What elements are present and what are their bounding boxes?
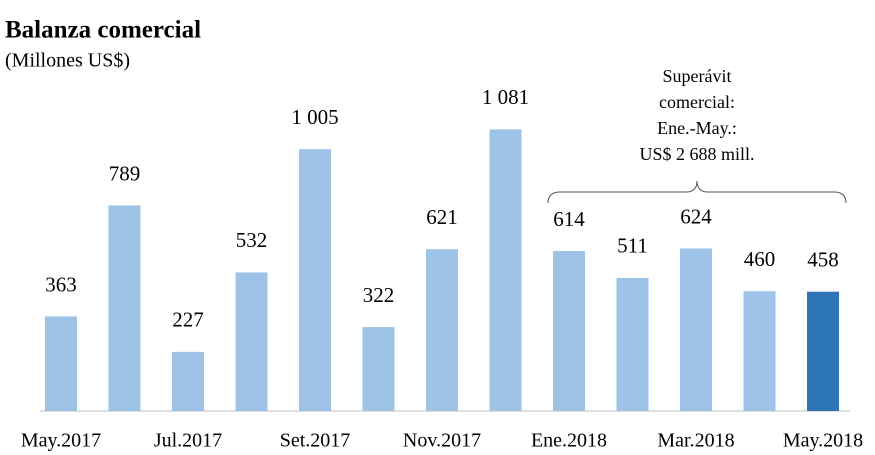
chart-title: Balanza comercial <box>5 17 201 44</box>
value-label: 1 005 <box>291 105 338 129</box>
value-label: 789 <box>109 161 141 185</box>
value-label: 624 <box>680 204 712 228</box>
bar <box>553 251 585 411</box>
bar <box>426 249 458 411</box>
value-label: 1 081 <box>482 85 529 109</box>
x-tick-label: Mar.2018 <box>657 430 734 452</box>
value-label: 460 <box>744 247 776 271</box>
x-tick-label: Nov.2017 <box>403 430 481 452</box>
x-tick-label: Ene.2018 <box>531 430 607 452</box>
bar <box>172 351 204 411</box>
bar <box>743 291 776 411</box>
bar <box>680 248 712 411</box>
value-label: 532 <box>236 228 268 252</box>
chart-subtitle: (Millones US$) <box>5 50 130 72</box>
bar <box>616 277 649 411</box>
annotation: Ene.-May.: <box>657 118 737 138</box>
x-tick-label: Jul.2017 <box>154 430 222 452</box>
bar <box>489 129 522 411</box>
bracket <box>547 180 847 204</box>
x-tick-label: May.2017 <box>21 430 101 452</box>
value-label: 614 <box>553 207 585 231</box>
bar <box>235 272 268 411</box>
bar <box>45 316 77 411</box>
annotation: US$ 2 688 mill. <box>639 144 754 164</box>
value-label: 511 <box>617 234 648 258</box>
bar <box>807 291 839 411</box>
value-label: 458 <box>807 248 839 272</box>
value-label: 322 <box>363 283 395 307</box>
bar <box>108 205 141 411</box>
value-label: 621 <box>426 205 458 229</box>
annotation: comercial: <box>659 92 735 112</box>
value-label: 363 <box>45 272 77 296</box>
bar <box>299 149 331 411</box>
bar <box>362 327 395 411</box>
value-label: 227 <box>172 308 204 332</box>
x-tick-label: May.2018 <box>783 430 863 452</box>
annotation: Superávit <box>663 66 732 86</box>
x-tick-label: Set.2017 <box>280 430 351 452</box>
